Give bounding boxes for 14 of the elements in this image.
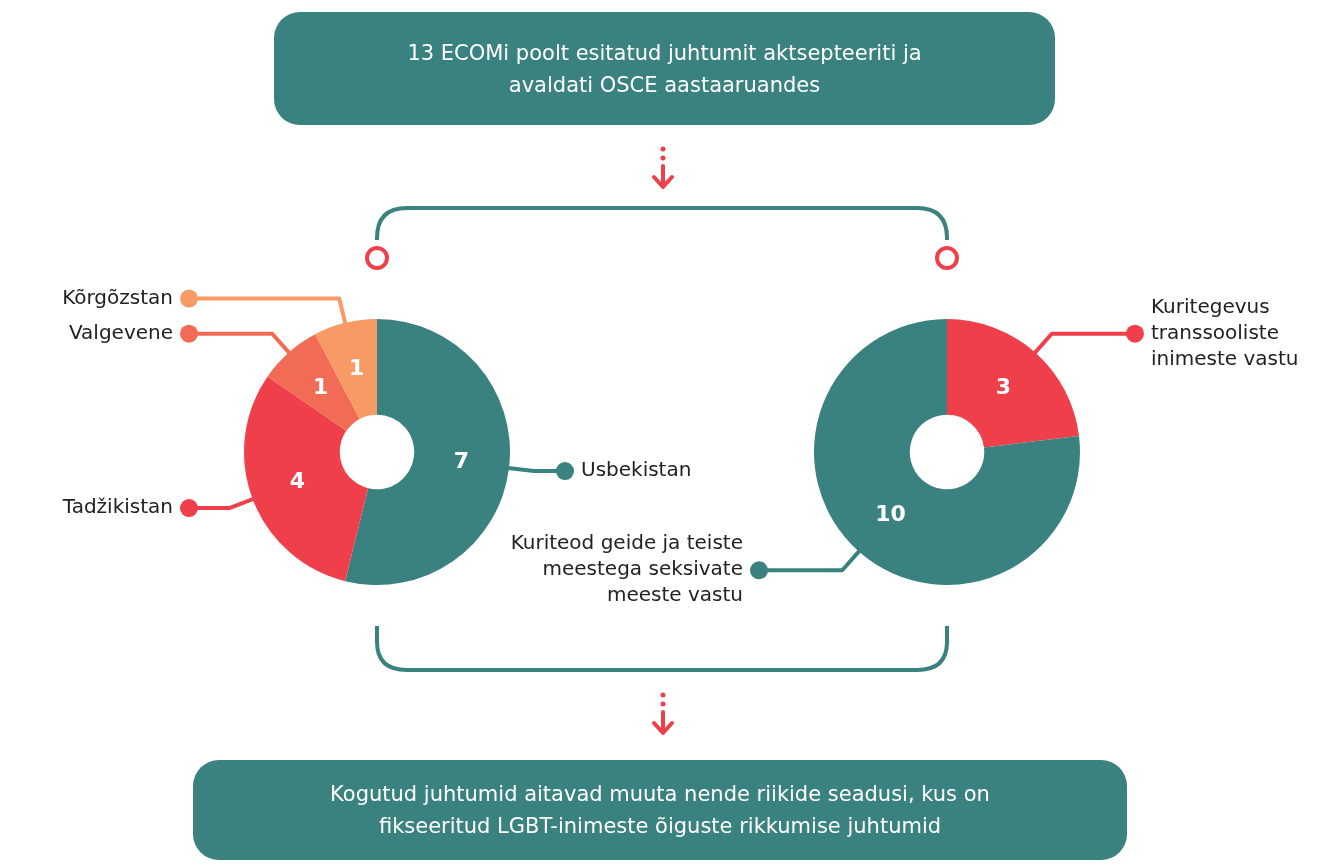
data-label: 3 <box>995 374 1012 400</box>
slice-label: Kuriteod geide ja teiste meestega seksivate meeste vastu <box>510 530 743 607</box>
slice-label: Usbekistan <box>581 457 692 482</box>
text: 13 ECOMi poolt esitatud juhtumit aktsepteeriti ja avaldati OSCE aastaaruandes <box>406 39 923 99</box>
data-label: 1 <box>348 355 365 381</box>
legend-label: Tadžikistan <box>61 494 173 519</box>
legend-label: Valgevene <box>68 319 173 344</box>
data-label: 7 <box>453 447 470 473</box>
text: Kogutud juhtumid aitavad muuta nende riikide seadusi, kus on fikseeritud LGBT-inimeste õiguste rikkumise juhtumid <box>329 781 991 840</box>
data-label: 1 <box>312 374 329 400</box>
legend-label: Kõrgõzstan <box>62 284 173 309</box>
data-label: 10 <box>875 501 906 527</box>
legend-label: Kuritegevus transsooliste inimeste vastu <box>1151 293 1299 370</box>
data-label: 4 <box>289 467 306 493</box>
